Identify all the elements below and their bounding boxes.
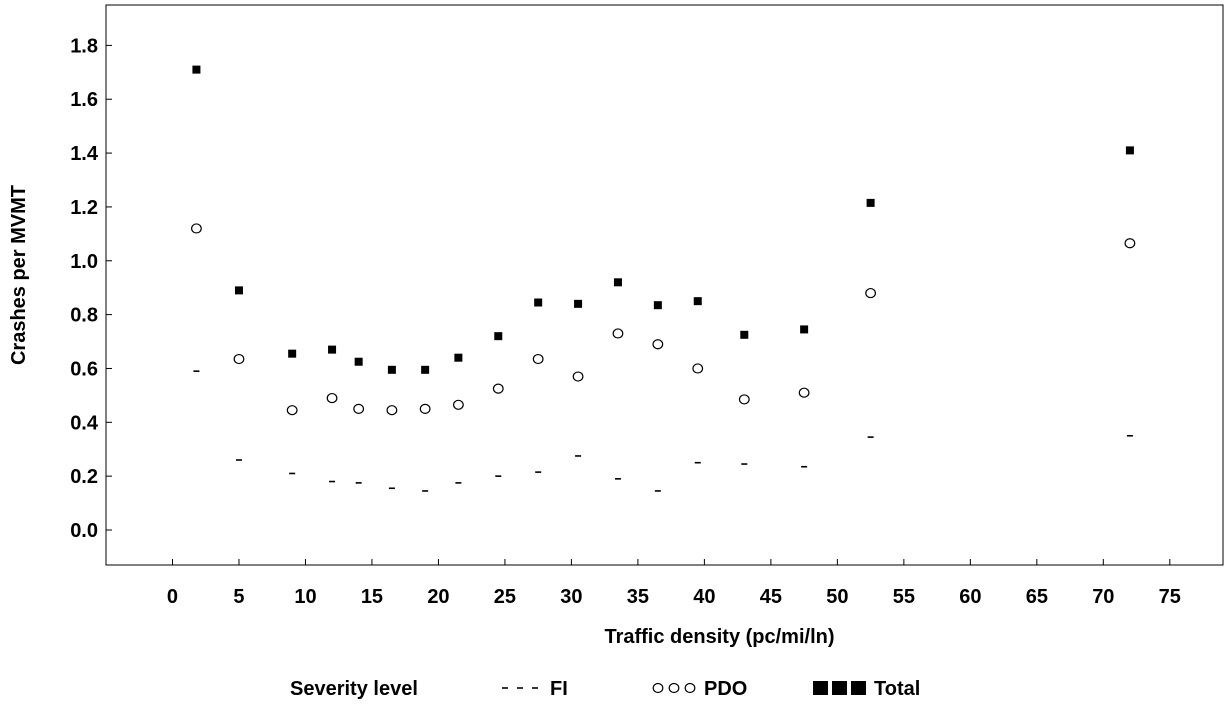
x-tick-label: 45 (760, 586, 782, 608)
plot-frame (105, 4, 1224, 566)
x-tick-label: 65 (1026, 586, 1048, 608)
point-pdo (492, 383, 504, 394)
point-pdo (286, 405, 298, 416)
x-tick-label: 50 (826, 586, 848, 608)
y-axis-title: Crashes per MVMT (8, 185, 30, 365)
legend-label: PDO (704, 678, 747, 700)
y-tick-label: 1.2 (70, 197, 98, 219)
point-total (288, 349, 297, 358)
x-axis: 0 5 10 15 20 25 30 35 40 45 50 55 60 65 70 75 (167, 559, 1181, 608)
x-tick-label: 25 (494, 586, 516, 608)
point-total (192, 65, 201, 74)
point-total (613, 278, 622, 287)
y-tick-label: 0.8 (70, 305, 98, 327)
point-pdo (233, 353, 245, 365)
legend-marker (652, 682, 664, 694)
legend-marker (668, 682, 680, 694)
y-tick-label: 1.4 (70, 143, 99, 165)
legend-entry-total: Total (813, 678, 920, 700)
point-total (574, 299, 583, 308)
point-pdo (1124, 238, 1136, 249)
point-total (653, 301, 662, 310)
point-pdo (353, 403, 365, 414)
legend-entry-fi: FI (502, 678, 568, 700)
y-tick-label: 0.6 (70, 358, 98, 380)
point-pdo (798, 387, 810, 398)
x-tick-label: 70 (1092, 586, 1114, 608)
legend: Severity level FI PDO Total (290, 678, 920, 700)
point-total (534, 298, 543, 307)
point-total (328, 345, 337, 354)
y-axis: 0.0 0.2 0.4 0.6 0.8 1.0 1.2 1.4 1.6 1.8 (70, 35, 112, 542)
point-pdo (865, 287, 877, 299)
x-tick-label: 40 (693, 586, 715, 608)
point-total (234, 286, 243, 295)
legend-entry-pdo: PDO (652, 678, 747, 700)
legend-title: Severity level (290, 678, 418, 700)
point-pdo (326, 392, 338, 404)
point-pdo (738, 394, 750, 405)
point-pdo (692, 363, 704, 374)
point-pdo (532, 353, 544, 365)
point-pdo (652, 339, 664, 350)
legend-label: FI (550, 678, 568, 700)
point-pdo (612, 328, 624, 339)
x-axis-title: Traffic density (pc/mi/ln) (604, 626, 834, 648)
legend-marker (813, 681, 828, 695)
series-total (192, 65, 1134, 374)
y-tick-label: 0.2 (70, 466, 98, 488)
point-total (693, 297, 702, 306)
legend-marker (832, 681, 847, 695)
x-tick-label: 5 (233, 586, 244, 608)
x-tick-label: 20 (427, 586, 449, 608)
x-tick-label: 35 (627, 586, 649, 608)
x-tick-label: 10 (294, 586, 316, 608)
x-tick-label: 55 (893, 586, 915, 608)
y-tick-label: 1.8 (70, 35, 98, 57)
point-total (866, 198, 875, 207)
point-pdo (452, 399, 464, 410)
point-total (354, 357, 363, 366)
point-total (494, 332, 503, 341)
y-tick-label: 1.6 (70, 89, 98, 111)
point-pdo (572, 371, 584, 382)
y-tick-label: 0.0 (70, 520, 98, 542)
point-total (800, 325, 809, 334)
y-tick-label: 1.0 (70, 251, 98, 273)
point-total (1125, 146, 1134, 155)
x-tick-label: 30 (560, 586, 582, 608)
y-tick-label: 0.4 (70, 412, 99, 434)
series-fi (193, 370, 1133, 492)
x-tick-label: 75 (1159, 586, 1181, 608)
point-pdo (386, 405, 398, 416)
point-pdo (191, 223, 202, 234)
point-total (740, 330, 749, 339)
point-pdo (419, 403, 431, 414)
legend-label: Total (874, 678, 920, 700)
x-tick-label: 60 (959, 586, 981, 608)
x-tick-label: 0 (167, 586, 178, 608)
point-total (454, 353, 463, 362)
data-marks (191, 65, 1136, 492)
point-total (387, 365, 396, 374)
point-total (421, 365, 430, 374)
legend-marker (851, 681, 866, 695)
x-tick-label: 15 (361, 586, 383, 608)
series-pdo (191, 223, 1136, 416)
legend-marker (684, 682, 696, 694)
